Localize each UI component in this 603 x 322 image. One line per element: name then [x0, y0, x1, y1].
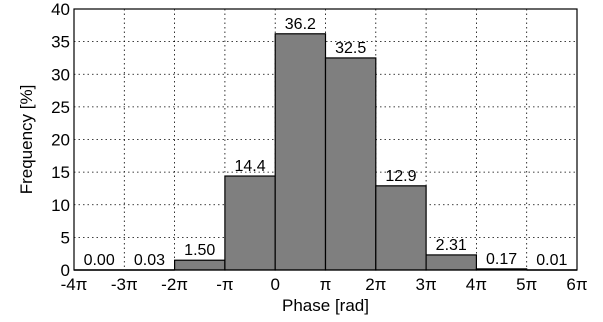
- bar-value-label: 1.50: [184, 242, 215, 259]
- bar-value-label: 32.5: [335, 40, 366, 57]
- x-tick-labels: -4π -3π -2π -π 0 π 2π 3π 4π 5π 6π: [61, 275, 588, 294]
- x-tick-label: 5π: [516, 275, 537, 294]
- x-tick-label: -π: [216, 275, 233, 294]
- histogram-bar: [174, 259, 226, 271]
- bar-value-label: 2.31: [436, 237, 467, 254]
- bars: [74, 33, 577, 271]
- y-tick-label: 0: [61, 261, 70, 280]
- x-tick-label: -2π: [161, 275, 188, 294]
- histogram-bar: [375, 185, 427, 271]
- y-tick-labels: 0 5 10 15 20 25 30 35 40: [51, 0, 70, 280]
- histogram-bar: [224, 175, 276, 271]
- x-tick-label: 2π: [365, 275, 386, 294]
- y-tick-label: 10: [51, 196, 70, 215]
- y-axis-title: Frequency [%]: [17, 85, 36, 195]
- x-tick-label: 0: [270, 275, 279, 294]
- y-tick-label: 5: [61, 228, 70, 247]
- x-tick-label: 6π: [566, 275, 587, 294]
- y-tick-label: 25: [51, 98, 70, 117]
- bar-value-label: 0.01: [536, 252, 567, 269]
- y-tick-label: 30: [51, 65, 70, 84]
- x-axis-title: Phase [rad]: [282, 296, 369, 315]
- x-tick-label: -3π: [111, 275, 138, 294]
- histogram-bar: [324, 57, 377, 271]
- histogram-bar: [425, 254, 478, 271]
- y-tick-label: 15: [51, 163, 70, 182]
- x-tick-label: 3π: [416, 275, 437, 294]
- x-tick-label: 4π: [466, 275, 487, 294]
- bar-value-label: 0.03: [134, 252, 165, 269]
- histogram-bar: [274, 33, 327, 271]
- x-tick-label: -4π: [61, 275, 88, 294]
- bar-value-labels: 0.00 0.03 1.50 14.4 36.2 32.5 12.9 2.31 0.17 0.01: [84, 16, 568, 269]
- bar-value-label: 36.2: [285, 16, 316, 33]
- bar-value-label: 0.17: [486, 251, 517, 268]
- x-tick-label: π: [320, 275, 332, 294]
- bar-value-label: 12.9: [385, 168, 416, 185]
- y-tick-label: 35: [51, 33, 70, 52]
- bar-value-label: 0.00: [84, 252, 115, 269]
- y-tick-label: 40: [51, 0, 70, 19]
- y-tick-label: 20: [51, 131, 70, 150]
- plot-frame: [73, 8, 578, 271]
- bar-value-label: 14.4: [234, 158, 265, 175]
